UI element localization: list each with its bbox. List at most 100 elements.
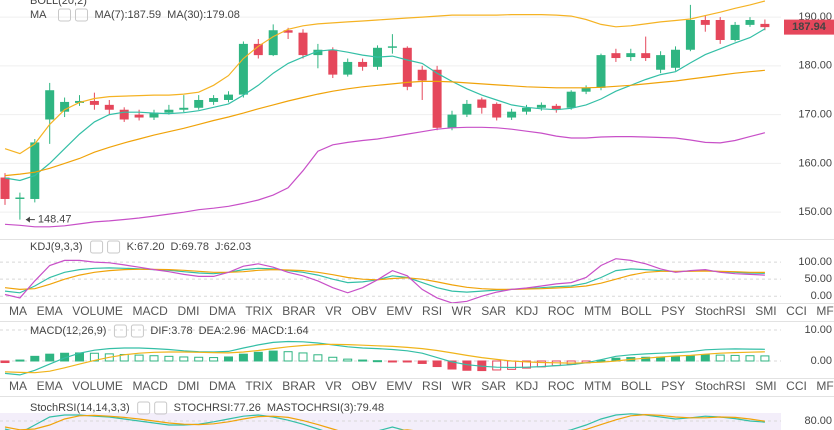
indicator-tab[interactable]: VOLUME xyxy=(72,304,123,318)
indicator-tab[interactable]: RSI xyxy=(422,304,442,318)
candle-body xyxy=(0,177,10,199)
legend-entry: MASTOCHRSI(3):79.48 xyxy=(267,402,384,414)
panel xyxy=(0,413,781,430)
indicator-line xyxy=(4,28,766,182)
candle-body xyxy=(447,114,457,128)
indicator-tab[interactable]: KDJ xyxy=(516,379,539,393)
indicator-tab[interactable]: EMA xyxy=(37,379,63,393)
macd-bar xyxy=(387,360,397,363)
indicator-tab[interactable]: ROC xyxy=(548,379,575,393)
candle-body xyxy=(522,107,531,112)
indicator-tab[interactable]: BOLL xyxy=(621,304,652,318)
legend-entry: J:62.03 xyxy=(215,241,251,253)
indicator-tab[interactable]: EMA xyxy=(37,304,63,318)
indicator-tab[interactable]: SAR xyxy=(481,304,506,318)
indicator-tab[interactable]: SMI xyxy=(755,379,776,393)
macd-bar xyxy=(268,350,278,362)
indicator-tab[interactable]: TRIX xyxy=(245,379,272,393)
header-icon xyxy=(154,401,168,415)
candle-body xyxy=(328,49,338,75)
indicator-line xyxy=(4,340,765,376)
indicator-tab[interactable]: StochRSI xyxy=(695,379,746,393)
header-icon xyxy=(113,324,127,338)
indicator-tab[interactable]: SAR xyxy=(481,379,506,393)
indicator-tab[interactable]: DMA xyxy=(209,304,236,318)
indicator-tab[interactable]: WR xyxy=(452,304,472,318)
indicator-title: StochRSI(14,14,3,3) xyxy=(30,402,130,414)
indicator-tab[interactable]: ROC xyxy=(548,304,575,318)
candle-body xyxy=(671,49,680,68)
indicator-tab[interactable]: VOLUME xyxy=(72,379,123,393)
candle-body xyxy=(432,69,442,128)
indicator-tab[interactable]: WR xyxy=(452,379,472,393)
candle-body xyxy=(89,100,99,105)
macd-bar xyxy=(149,355,159,362)
macd-bar xyxy=(671,356,680,362)
candle-body xyxy=(45,90,55,120)
y-tick-label: 180.00 xyxy=(798,60,832,72)
y-tick-label: 10.00 xyxy=(804,324,832,336)
indicator-tab[interactable]: CCI xyxy=(786,379,807,393)
macd-bar xyxy=(522,360,531,369)
indicator-tab[interactable]: DMI xyxy=(177,304,199,318)
macd-bar xyxy=(45,353,55,362)
indicator-tab[interactable]: BRAR xyxy=(282,304,316,318)
indicator-tab[interactable]: MFI xyxy=(816,304,834,318)
indicator-tab[interactable]: PSY xyxy=(661,304,685,318)
indicator-tab[interactable]: KDJ xyxy=(516,304,539,318)
candle-body xyxy=(596,55,606,88)
y-tick-label: 50.00 xyxy=(804,273,832,285)
macd-bar xyxy=(224,356,233,362)
legend-entry: D:69.78 xyxy=(171,241,210,253)
indicator-tab[interactable]: OBV xyxy=(351,379,376,393)
indicator-tab[interactable]: CCI xyxy=(786,304,807,318)
y-tick-label: 100.00 xyxy=(798,256,832,268)
macd-bar xyxy=(760,355,770,362)
indicator-tab[interactable]: VR xyxy=(325,379,342,393)
indicator-tab[interactable]: DMA xyxy=(209,379,236,393)
panel xyxy=(0,0,781,228)
indicator-line xyxy=(4,267,765,294)
macd-bar xyxy=(30,355,40,362)
indicator-tab[interactable]: VR xyxy=(325,304,342,318)
indicator-tab[interactable]: MACD xyxy=(133,304,169,318)
macd-bar xyxy=(343,358,353,362)
candle-body xyxy=(179,107,189,110)
indicator-tab[interactable]: MACD xyxy=(133,379,169,393)
indicator-tab[interactable]: PSY xyxy=(661,379,685,393)
indicator-tab[interactable]: BRAR xyxy=(282,379,316,393)
indicator-tab[interactable]: MA xyxy=(9,379,27,393)
indicator-tab[interactable]: RSI xyxy=(422,379,442,393)
y-tick-label: 0.00 xyxy=(811,290,832,302)
macd-bar xyxy=(15,359,25,362)
candle-body xyxy=(745,19,755,25)
candle-body xyxy=(134,114,144,118)
legend-entry: MACD:1.64 xyxy=(252,325,309,337)
macd-bar xyxy=(745,355,755,362)
candle-body xyxy=(164,109,174,113)
indicator-tab[interactable]: StochRSI xyxy=(695,304,746,318)
indicator-tab[interactable]: BOLL xyxy=(621,379,652,393)
indicator-tab[interactable]: MFI xyxy=(816,379,834,393)
indicator-tab[interactable]: MTM xyxy=(584,379,611,393)
low-label: 148.47 xyxy=(38,214,72,226)
candle-body xyxy=(730,24,740,40)
candle-body xyxy=(685,19,695,50)
indicator-tab[interactable]: TRIX xyxy=(245,304,272,318)
indicator-tab[interactable]: MTM xyxy=(584,304,611,318)
candle-body xyxy=(253,43,263,56)
indicator-tab[interactable]: MA xyxy=(9,304,27,318)
header-icon xyxy=(107,240,121,254)
indicator-tab[interactable]: OBV xyxy=(351,304,376,318)
candle-body xyxy=(149,112,159,118)
indicator-title: MACD(12,26,9) xyxy=(30,325,106,337)
indicator-tab[interactable]: EMV xyxy=(386,379,412,393)
indicator-tab[interactable]: DMI xyxy=(177,379,199,393)
macd-bar xyxy=(209,357,219,362)
candle-body xyxy=(60,101,70,112)
macd-bar xyxy=(641,356,651,362)
macd-bar xyxy=(492,360,502,371)
indicator-title: BOLL(20,2) xyxy=(30,0,87,7)
indicator-tab[interactable]: EMV xyxy=(386,304,412,318)
indicator-tab[interactable]: SMI xyxy=(755,304,776,318)
